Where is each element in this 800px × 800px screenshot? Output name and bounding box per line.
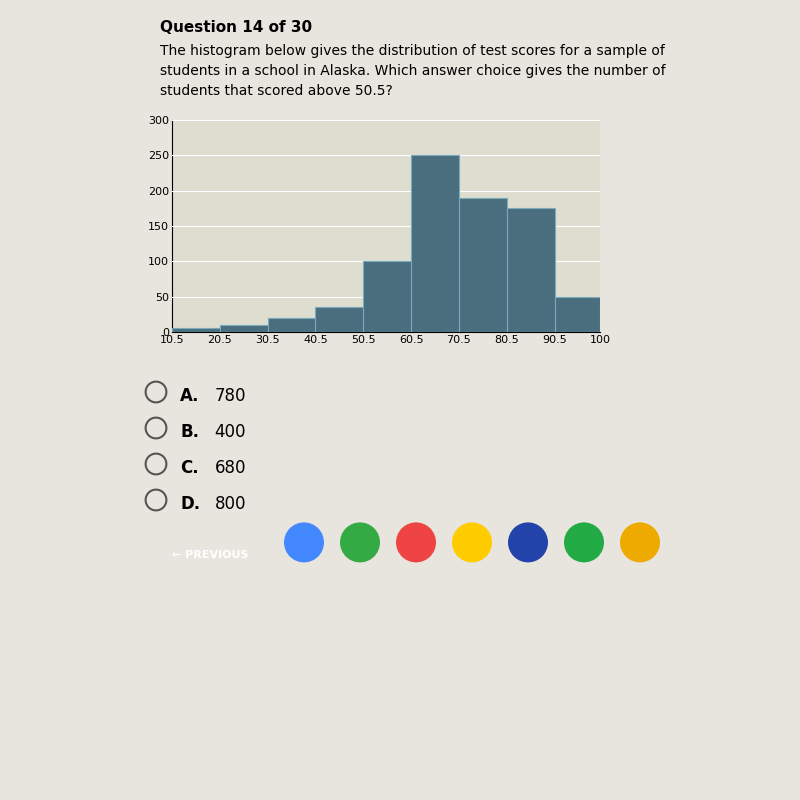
Text: 680: 680: [214, 459, 246, 477]
Text: D.: D.: [180, 495, 200, 513]
Text: B.: B.: [180, 423, 199, 441]
Bar: [459, 198, 506, 332]
Bar: [363, 262, 411, 332]
Text: students in a school in Alaska. Which answer choice gives the number of: students in a school in Alaska. Which an…: [160, 64, 666, 78]
Text: A.: A.: [180, 387, 199, 405]
Text: C.: C.: [180, 459, 198, 477]
Text: The histogram below gives the distribution of test scores for a sample of: The histogram below gives the distributi…: [160, 44, 665, 58]
Text: 400: 400: [214, 423, 246, 441]
Bar: [268, 318, 315, 332]
Text: 780: 780: [214, 387, 246, 405]
Text: students that scored above 50.5?: students that scored above 50.5?: [160, 84, 393, 98]
Bar: [506, 208, 554, 332]
Bar: [554, 297, 600, 332]
Bar: [411, 155, 459, 332]
Text: Question 14 of 30: Question 14 of 30: [160, 20, 312, 35]
Text: ← PREVIOUS: ← PREVIOUS: [172, 550, 248, 560]
Bar: [172, 329, 220, 332]
Bar: [220, 325, 268, 332]
Text: 800: 800: [214, 495, 246, 513]
Bar: [315, 307, 363, 332]
